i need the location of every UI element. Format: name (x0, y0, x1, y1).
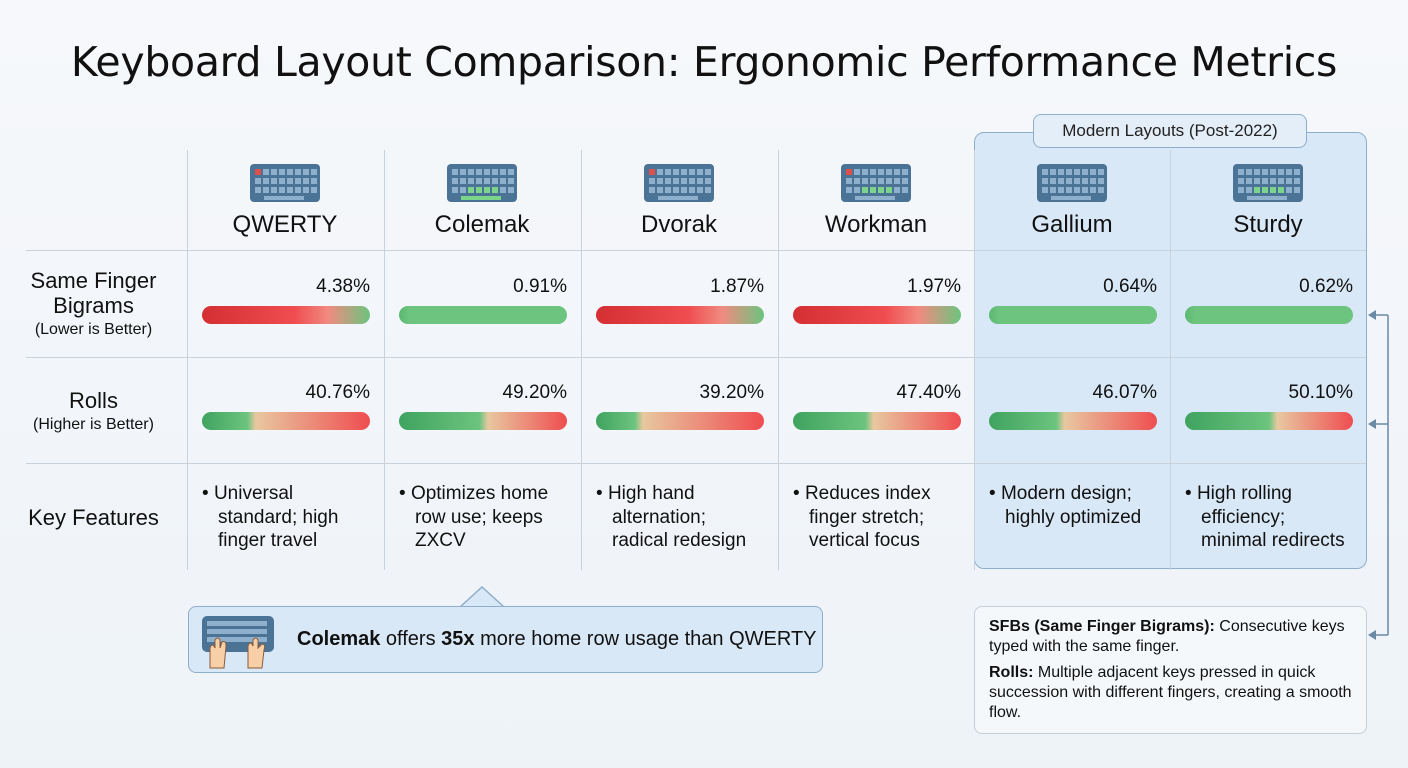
row-divider (26, 357, 1366, 358)
rolls-value: 47.40% (896, 382, 961, 403)
feature-text: • High hand alternation; radical redesig… (596, 483, 747, 551)
callout-text: Colemak offers 35x more home row usage t… (297, 628, 817, 650)
layout-name-gallium: Gallium (1031, 211, 1113, 238)
rolls-label: Rolls (69, 388, 118, 413)
rolls-value: 50.10% (1288, 382, 1353, 403)
rolls-bar (202, 412, 370, 430)
callout-pointer (460, 586, 504, 608)
layout-name-sturdy: Sturdy (1233, 211, 1303, 238)
column-divider (384, 150, 385, 570)
rolls-bar (399, 412, 567, 430)
sfb-value: 0.62% (1299, 276, 1353, 297)
layout-name-colemak: Colemak (434, 211, 530, 238)
rolls-definition: Rolls: Multiple adjacent keys pressed in… (989, 664, 1352, 721)
rolls-bar (1185, 412, 1353, 430)
rolls-note: (Higher is Better) (33, 416, 154, 433)
column-divider (778, 150, 779, 570)
page-title: Keyboard Layout Comparison: Ergonomic Pe… (70, 38, 1338, 86)
keyboard-icon (644, 164, 714, 202)
sfb-value: 0.64% (1103, 276, 1157, 297)
modern-layouts-badge: Modern Layouts (Post-2022) (1033, 114, 1307, 148)
sfb-bar (989, 306, 1157, 324)
rolls-bar (596, 412, 764, 430)
feature-text: • Universal standard; high finger travel (202, 483, 339, 551)
sfb-value: 1.97% (907, 276, 961, 297)
row-label-rolls: Rolls (Higher is Better) (0, 388, 187, 437)
feature-text: • Reduces index finger stretch; vertical… (793, 483, 931, 551)
keyboard-icon (841, 164, 911, 202)
sfb-value: 1.87% (710, 276, 764, 297)
sfb-label: Same Finger Bigrams (30, 268, 157, 318)
sfb-bar (399, 306, 567, 324)
keyboard-icon (250, 164, 320, 202)
layout-name-qwerty: QWERTY (232, 211, 338, 238)
layout-name-dvorak: Dvorak (640, 211, 718, 238)
sfb-bar (596, 306, 764, 324)
sfb-bar (793, 306, 961, 324)
definitions-legend: SFBs (Same Finger Bigrams): Consecutive … (974, 606, 1367, 734)
row-label-features: Key Features (28, 505, 159, 530)
keyboard-icon (1037, 164, 1107, 202)
colemak-callout (188, 606, 823, 673)
row-divider (26, 250, 1366, 251)
keyboard-icon (447, 164, 517, 202)
connector-arrows (1368, 310, 1389, 640)
rolls-value: 39.20% (699, 382, 764, 403)
sfb-note: (Lower is Better) (34, 321, 153, 338)
rolls-value: 49.20% (502, 382, 567, 403)
sfb-definition: SFBs (Same Finger Bigrams): Consecutive … (989, 618, 1345, 655)
column-divider (581, 150, 582, 570)
feature-text: • High rolling efficiency; minimal redir… (1185, 483, 1345, 551)
layout-name-workman: Workman (824, 211, 928, 238)
column-divider (974, 150, 975, 570)
rolls-value: 46.07% (1092, 382, 1157, 403)
column-divider (187, 150, 188, 570)
sfb-bar (1185, 306, 1353, 324)
row-divider (26, 463, 1366, 464)
sfb-value: 0.91% (513, 276, 567, 297)
row-label-sfb: Same Finger Bigrams (Lower is Better) (0, 268, 187, 342)
sfb-bar (202, 306, 370, 324)
feature-text: • Optimizes home row use; keeps ZXCV (399, 483, 549, 551)
rolls-bar (989, 412, 1157, 430)
feature-text: • Modern design; highly optimized (989, 483, 1142, 528)
keyboard-hands-icon (202, 616, 274, 669)
keyboard-icon (1233, 164, 1303, 202)
rolls-bar (793, 412, 961, 430)
column-divider (1170, 150, 1171, 570)
sfb-value: 4.38% (316, 276, 370, 297)
rolls-value: 40.76% (305, 382, 370, 403)
